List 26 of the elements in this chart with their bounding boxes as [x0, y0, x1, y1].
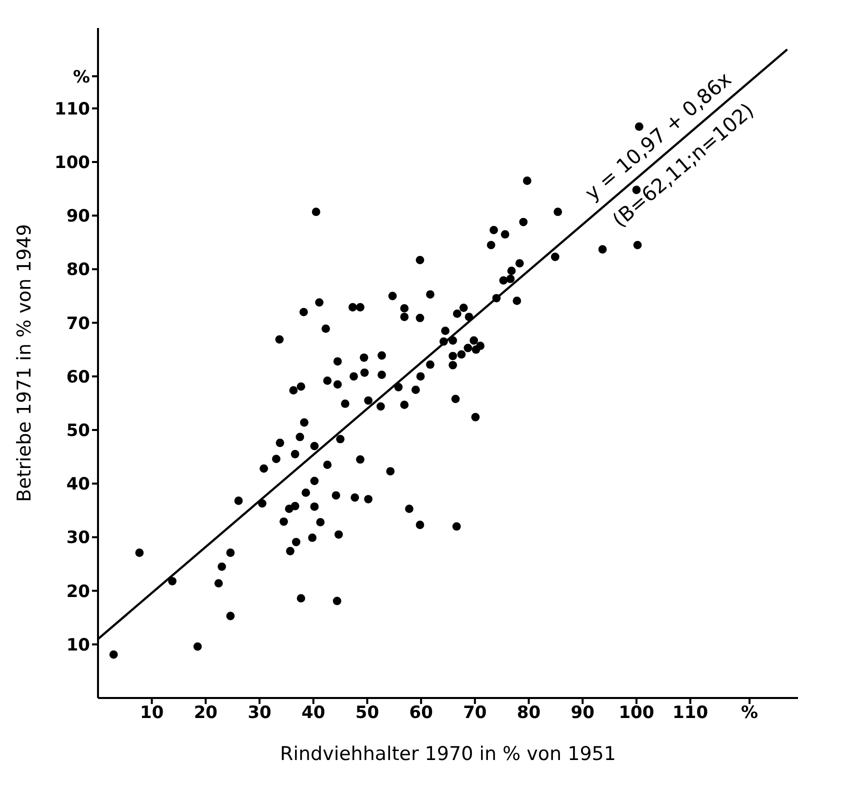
x-tick-label: 70 — [463, 703, 487, 724]
x-tick-label: 60 — [409, 703, 434, 724]
x-tick-label: 40 — [302, 703, 326, 724]
y-tick-label: 10 — [66, 635, 90, 656]
x-tick-label: 50 — [355, 703, 380, 724]
x-tick-label: 110 — [672, 703, 708, 724]
y-tick-label: 110 — [54, 99, 90, 120]
y-tick-label: 30 — [66, 528, 90, 548]
y-tick-label: 80 — [66, 260, 90, 280]
y-tick-label: 40 — [66, 474, 90, 495]
y-tick-label: 100 — [54, 153, 90, 174]
x-tick-label: 20 — [194, 703, 218, 724]
x-tick-label: 10 — [140, 703, 164, 724]
y-tick-label: 60 — [66, 367, 90, 388]
y-tick-label: 70 — [66, 314, 90, 334]
y-axis-title: Betriebe 1971 in % von 1949 — [14, 224, 36, 502]
x-tick-label: 80 — [516, 703, 541, 724]
x-axis-title: Rindviehhalter 1970 in % von 1951 — [280, 743, 616, 765]
y-tick-label: 90 — [66, 206, 90, 227]
x-tick-label: 90 — [570, 703, 595, 724]
y-tick-label: % — [72, 67, 90, 88]
x-tick-label: % — [741, 703, 758, 724]
x-tick-label: 30 — [248, 703, 272, 724]
y-tick-label: 20 — [66, 582, 90, 602]
x-tick-label: 100 — [618, 703, 654, 724]
y-tick-label: 50 — [66, 421, 90, 442]
